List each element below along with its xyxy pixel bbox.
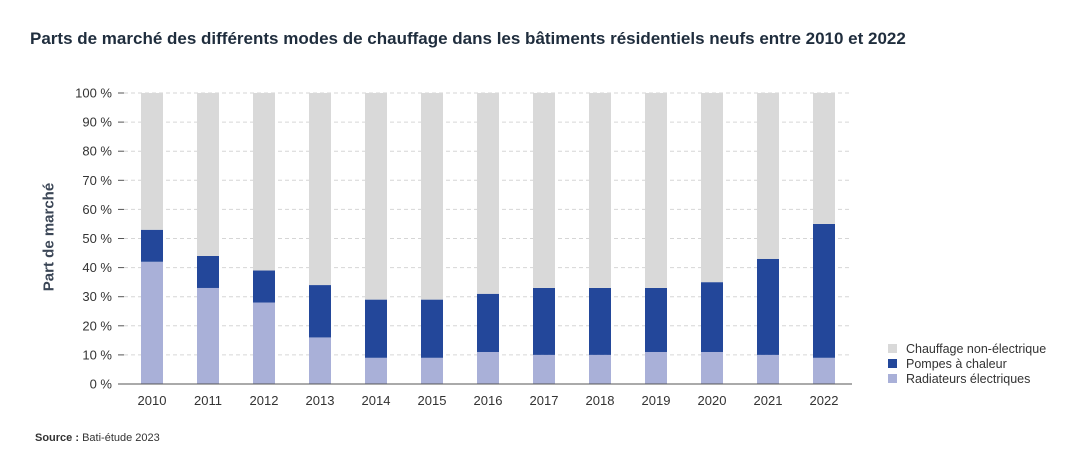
- bar-segment: [477, 293, 499, 352]
- bar-segment: [757, 354, 779, 384]
- bar-segment: [421, 357, 443, 384]
- bar-segment: [645, 93, 667, 288]
- bar-segment: [197, 93, 219, 256]
- y-tick-labels: 0 % 10 % 20 % 30 % 40 % 50 % 60 % 70 % 80 % 90 % 1…: [75, 86, 124, 392]
- bar-segment: [365, 299, 387, 358]
- x-tick-label: 2016: [474, 393, 503, 408]
- legend-swatch: [888, 344, 897, 353]
- legend-swatch: [888, 374, 897, 383]
- bar-segment: [141, 229, 163, 262]
- bar-segment: [197, 287, 219, 384]
- source-text: Bati-étude 2023: [82, 432, 160, 444]
- bar-segment: [533, 354, 555, 384]
- bar-segment: [589, 287, 611, 355]
- bar-segment: [253, 93, 275, 271]
- bar-segment: [253, 302, 275, 384]
- bar-segment: [533, 93, 555, 288]
- x-tick-label: 2018: [586, 393, 615, 408]
- legend-item-electric-radiators: Radiateurs électriques: [888, 371, 1046, 386]
- legend-label: Pompes à chaleur: [906, 356, 1007, 371]
- source-note: Source : Bati-étude 2023: [35, 432, 160, 444]
- x-tick-label: 2017: [530, 393, 559, 408]
- y-tick-label: 90 %: [82, 115, 112, 130]
- x-tick-label: 2022: [810, 393, 839, 408]
- bar-segment: [813, 357, 835, 384]
- bar-segment: [701, 93, 723, 283]
- x-tick-label: 2011: [194, 393, 222, 408]
- bar-segment: [589, 93, 611, 288]
- bar-segment: [589, 354, 611, 384]
- bar-segment: [533, 287, 555, 355]
- bar-segment: [757, 258, 779, 355]
- bar-segment: [365, 93, 387, 300]
- bar-segment: [645, 287, 667, 352]
- y-tick-label: 70 %: [82, 173, 112, 188]
- legend: Chauffage non-électrique Pompes à chaleu…: [888, 341, 1046, 386]
- bar-segment: [365, 357, 387, 384]
- legend-item-heat-pumps: Pompes à chaleur: [888, 356, 1046, 371]
- x-tick-label: 2020: [698, 393, 727, 408]
- bar-segment: [141, 261, 163, 384]
- legend-swatch: [888, 359, 897, 368]
- bars: [141, 93, 835, 384]
- bar-segment: [197, 255, 219, 288]
- y-tick-label: 60 %: [82, 202, 112, 217]
- y-tick-label: 50 %: [82, 231, 112, 246]
- bar-segment: [645, 351, 667, 384]
- bar-segment: [309, 93, 331, 286]
- bar-segment: [813, 223, 835, 358]
- x-tick-label: 2010: [138, 393, 167, 408]
- y-tick-label: 20 %: [82, 318, 112, 333]
- source-label: Source :: [35, 432, 80, 444]
- bar-segment: [309, 285, 331, 338]
- y-tick-label: 40 %: [82, 260, 112, 275]
- x-tick-label: 2013: [306, 393, 335, 408]
- bar-segment: [477, 351, 499, 384]
- legend-item-non-electric: Chauffage non-électrique: [888, 341, 1046, 356]
- bar-segment: [141, 93, 163, 230]
- x-tick-labels: 2010 2011 2012 2013 2014 2015 2016 2017 2018 2019…: [138, 393, 839, 408]
- bar-segment: [421, 299, 443, 358]
- bar-segment: [701, 282, 723, 352]
- y-tick-label: 100 %: [75, 86, 112, 101]
- y-tick-label: 80 %: [82, 144, 112, 159]
- bar-segment: [421, 93, 443, 300]
- bar-segment: [701, 351, 723, 384]
- bar-segment: [253, 270, 275, 303]
- x-tick-label: 2015: [418, 393, 447, 408]
- y-tick-label: 30 %: [82, 289, 112, 304]
- y-tick-label: 10 %: [82, 347, 112, 362]
- chart-title: Parts de marché des différents modes de …: [30, 29, 906, 48]
- bar-segment: [477, 93, 499, 294]
- legend-label: Radiateurs électriques: [906, 371, 1031, 386]
- bar-segment: [757, 93, 779, 259]
- bar-segment: [813, 93, 835, 224]
- x-tick-label: 2021: [754, 393, 783, 408]
- x-tick-label: 2019: [642, 393, 671, 408]
- bar-segment: [309, 337, 331, 384]
- x-tick-label: 2014: [362, 393, 391, 408]
- y-tick-label: 0 %: [90, 377, 113, 392]
- legend-label: Chauffage non-électrique: [906, 341, 1047, 356]
- x-tick-label: 2012: [250, 393, 279, 408]
